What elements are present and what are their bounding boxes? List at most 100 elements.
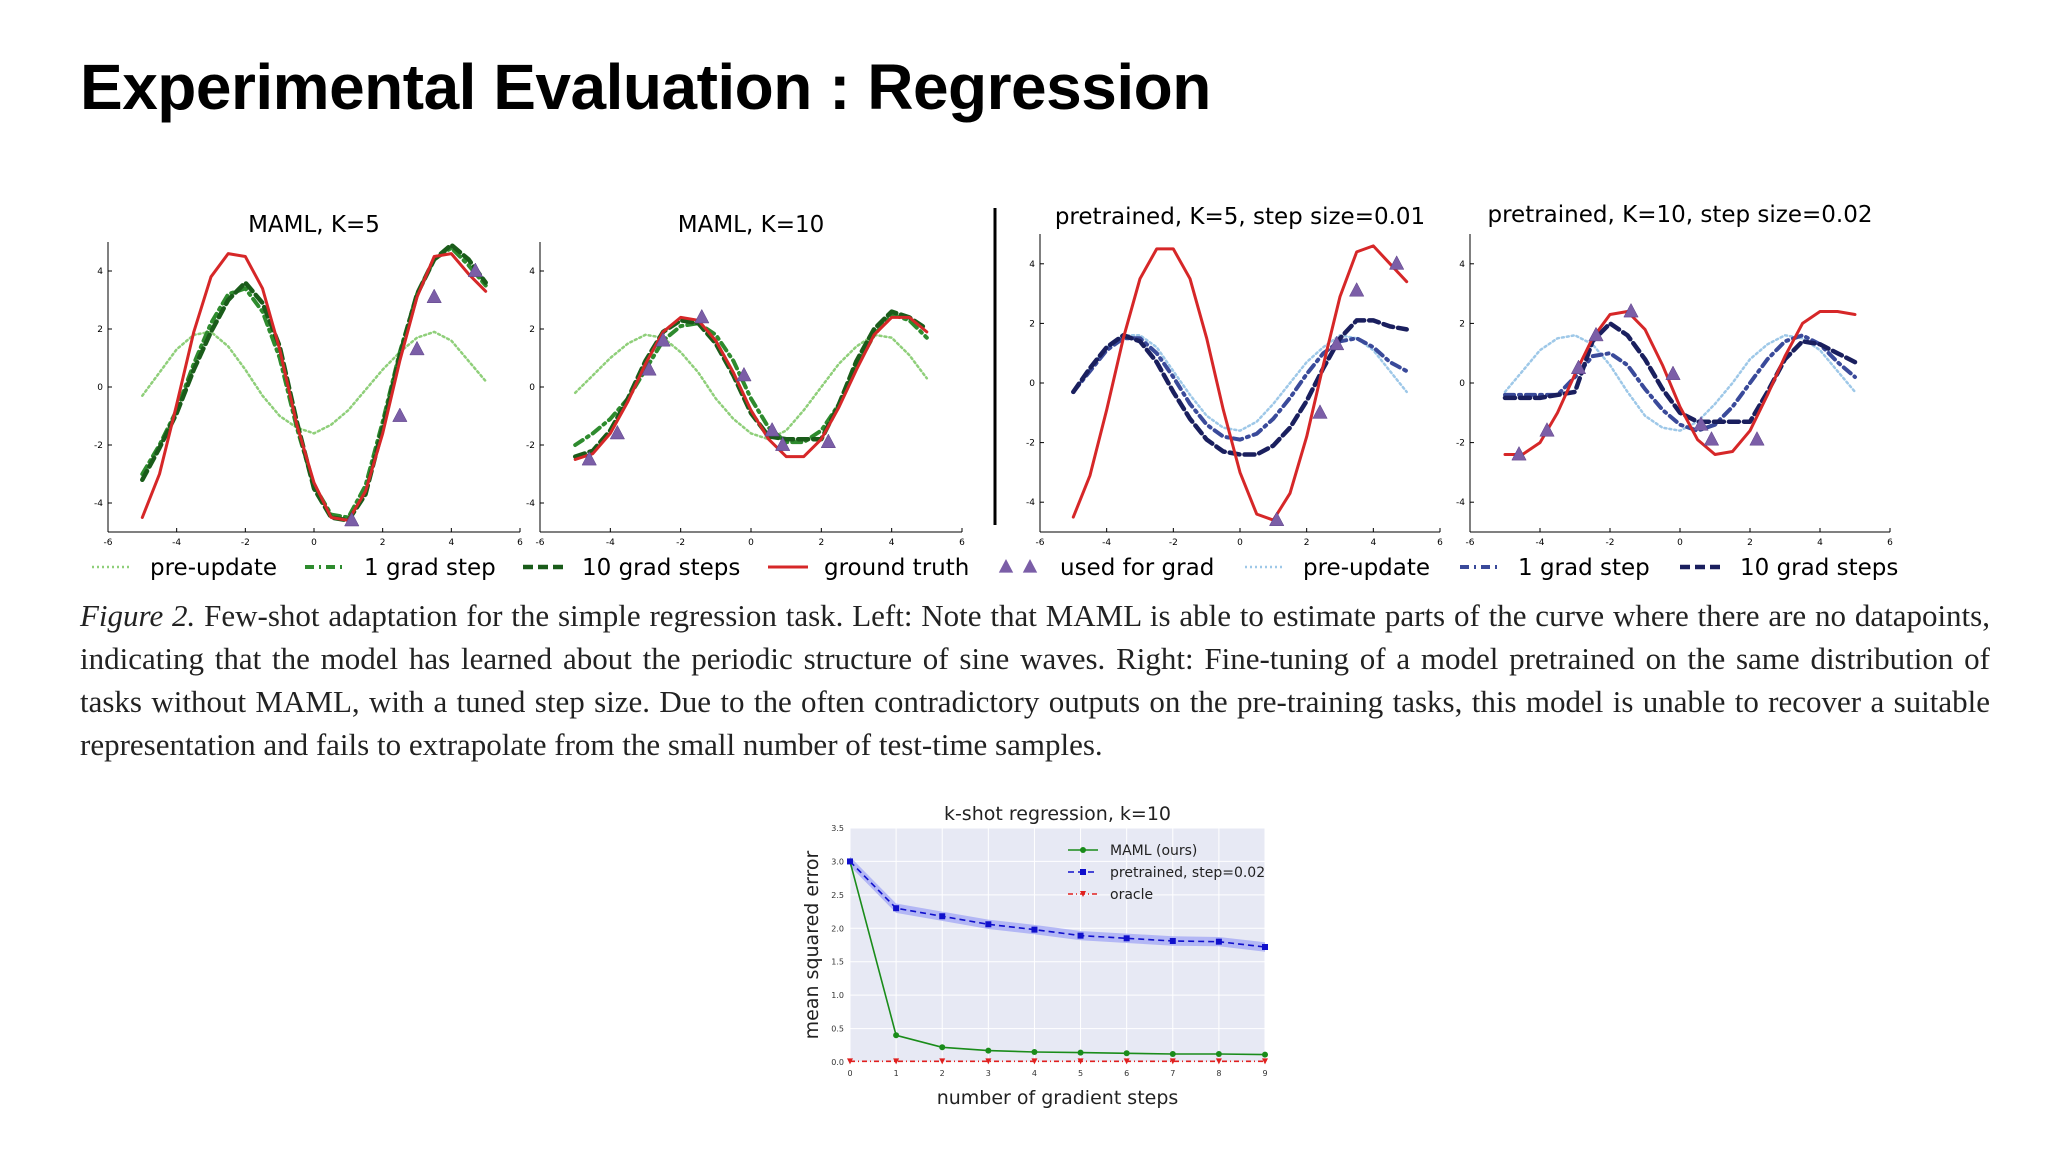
- grad-point-marker: [609, 424, 625, 440]
- x-tick-label: 6: [959, 538, 965, 548]
- grad-point-marker: [820, 433, 836, 448]
- x-tick-label: 9: [1262, 1069, 1267, 1078]
- y-tick-label: 2: [97, 325, 103, 335]
- x-tick-label: -4: [606, 538, 615, 548]
- x-tick-label: -2: [241, 538, 250, 548]
- y-tick-label: -4: [1456, 498, 1465, 508]
- grad-point-marker: [641, 361, 657, 376]
- y-tick-label: 0: [97, 383, 103, 393]
- y-tick-label: 0.5: [831, 1025, 844, 1034]
- pretrained-point: [847, 858, 853, 865]
- oracle-point: [985, 1058, 992, 1065]
- pretrained-point: [1031, 926, 1038, 933]
- legend-label: pre-update: [1303, 555, 1430, 581]
- legend-item-pre_update_pre: pre-update: [1245, 555, 1430, 581]
- subplot-title: MAML, K=5: [248, 212, 380, 238]
- x-tick-label: 0: [311, 538, 317, 548]
- grad-point-marker: [694, 308, 710, 324]
- legend-label: used for grad: [1060, 555, 1214, 581]
- x-tick-label: -6: [104, 538, 113, 548]
- grad-point-marker: [1269, 511, 1285, 526]
- pretrained-point: [1262, 944, 1268, 951]
- grad-point-marker: [467, 262, 483, 277]
- oracle-point: [847, 1058, 853, 1065]
- maml-point: [1262, 1051, 1268, 1058]
- x-tick-label: -2: [1169, 538, 1178, 548]
- oracle-point: [1169, 1058, 1176, 1065]
- maml-point: [1123, 1050, 1130, 1057]
- mse-legend: MAML (ours) pretrained, step=0.02 oracle: [1068, 843, 1265, 903]
- x-tick-label: -2: [676, 538, 685, 548]
- x-tick-label: 1: [894, 1069, 899, 1078]
- subplot-4: -6 -4 -2 0 2 4 6 -4 -2 0 2 4 pretrained, K=10, step …: [1456, 202, 1893, 548]
- y-tick-label: 1.5: [831, 958, 844, 967]
- x-tick-label: 4: [1370, 538, 1376, 548]
- x-tick-label: 2: [380, 538, 386, 548]
- legend-label: 1 grad step: [364, 555, 496, 581]
- legend-label: 10 grad steps: [582, 555, 740, 581]
- grad-point-marker: [736, 366, 752, 382]
- legend-label: 10 grad steps: [1740, 555, 1898, 581]
- x-tick-label: -6: [1036, 538, 1045, 548]
- figure-label: Figure 2.: [80, 598, 196, 633]
- series-line-ground-truth: [573, 315, 929, 461]
- legend-marker: [998, 559, 1014, 573]
- mse-chart: 0.0 0.5 1.0 1.5 2.0 2.5 3.0 3.5 0 1 2 3 4 5 6 7 8 9 k-shot…: [801, 803, 1268, 1109]
- grad-point-marker: [1389, 255, 1405, 270]
- legend-item-one_step_pre: 1 grad step: [1460, 555, 1650, 581]
- y-tick-label: 3.0: [831, 857, 844, 866]
- x-tick-label: 5: [1078, 1069, 1083, 1078]
- x-tick-label: 6: [1437, 538, 1443, 548]
- x-tick-label: -6: [1466, 538, 1475, 548]
- series-line-ground-truth: [1503, 310, 1857, 456]
- grad-point-marker: [1511, 445, 1527, 461]
- slide-title: Experimental Evaluation : Regression: [80, 51, 1211, 123]
- x-tick-label: 2: [940, 1069, 945, 1078]
- grad-point-marker: [1749, 431, 1765, 446]
- legend-item-ten_step_pre: 10 grad steps: [1680, 555, 1898, 581]
- x-tick-label: -4: [1536, 538, 1545, 548]
- x-tick-label: 0: [847, 1069, 852, 1078]
- figure-caption: Figure 2. Few-shot adaptation for the si…: [80, 594, 1990, 766]
- y-tick-label: 4: [529, 267, 535, 277]
- y-tick-label: 1.0: [831, 991, 844, 1000]
- pretrained-point: [1077, 932, 1084, 939]
- legend-label: pre-update: [150, 555, 277, 581]
- x-tick-label: 2: [1304, 538, 1310, 548]
- maml-point: [1077, 1049, 1084, 1056]
- legend-label: pretrained, step=0.02: [1110, 865, 1265, 881]
- y-tick-label: 2.5: [831, 891, 844, 900]
- y-tick-label: 4: [97, 267, 103, 277]
- grad-point-marker: [1693, 416, 1709, 431]
- maml-point: [893, 1032, 900, 1039]
- x-tick-label: -6: [536, 538, 545, 548]
- x-tick-label: 0: [748, 538, 754, 548]
- legend-marker: [1080, 869, 1086, 875]
- legend-marker: [1080, 847, 1086, 853]
- y-tick-label: -4: [94, 499, 103, 509]
- grad-point-marker: [344, 511, 360, 527]
- series-line-ground-truth: [140, 252, 488, 522]
- oracle-point: [1077, 1058, 1084, 1065]
- y-axis-label: mean squared error: [801, 850, 823, 1039]
- y-tick-label: 3.5: [831, 824, 844, 833]
- grad-point-marker: [426, 288, 442, 303]
- grad-point-marker: [581, 450, 597, 466]
- legend-item-used_for_grad: used for grad: [998, 555, 1214, 581]
- maml-point: [1031, 1048, 1038, 1055]
- y-tick-label: 0: [529, 383, 535, 393]
- y-tick-label: 2: [529, 325, 535, 335]
- x-tick-label: 4: [1032, 1069, 1037, 1078]
- oracle-point: [1031, 1058, 1038, 1065]
- x-tick-label: 0: [1237, 538, 1243, 548]
- grad-point-marker: [775, 436, 791, 451]
- x-tick-label: 4: [889, 538, 895, 548]
- grad-point-marker: [392, 407, 408, 422]
- y-tick-label: -2: [94, 441, 103, 451]
- chart-title: k-shot regression, k=10: [944, 803, 1171, 825]
- series-line-10-grad-steps: [1071, 318, 1409, 457]
- pretrained-point: [893, 905, 900, 912]
- grad-point-marker: [1588, 326, 1604, 342]
- x-tick-label: 2: [818, 538, 824, 548]
